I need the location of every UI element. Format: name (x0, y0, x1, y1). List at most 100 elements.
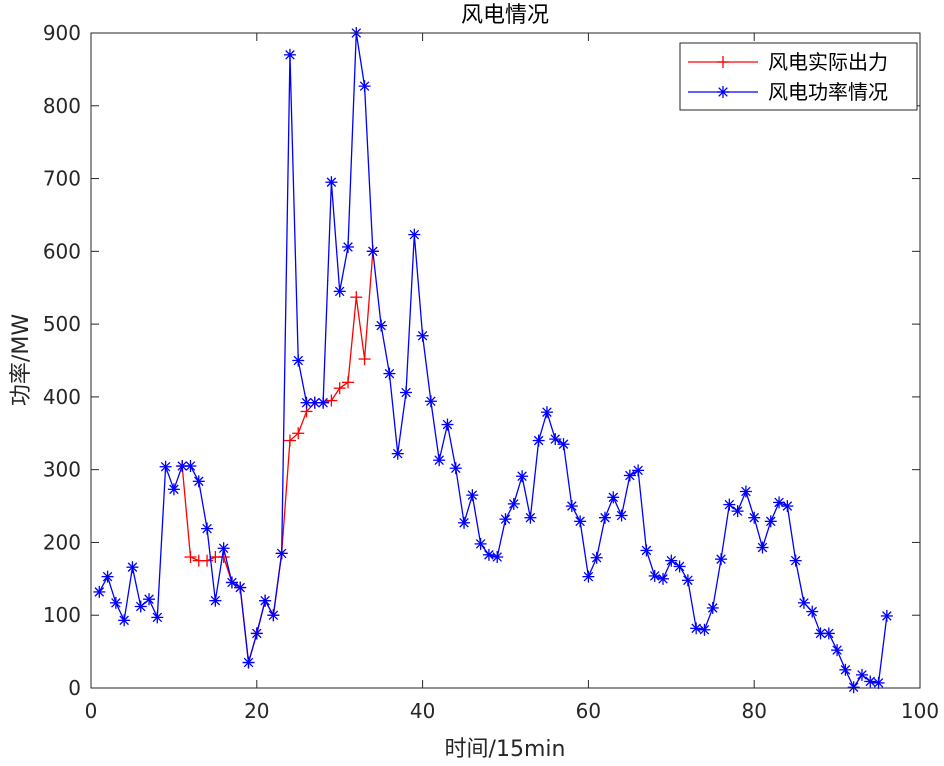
data-point (209, 594, 222, 607)
data-point (532, 434, 545, 447)
data-point (723, 498, 736, 511)
data-point (648, 569, 661, 582)
data-point (317, 396, 330, 409)
data-point (234, 581, 247, 594)
data-point (715, 553, 728, 566)
data-point (673, 560, 686, 573)
data-point (474, 537, 487, 550)
data-point (358, 353, 371, 366)
data-point (524, 511, 537, 524)
y-axis-ticks: 0 100 200 300 400 500 600 700 800 900 (43, 21, 920, 700)
y-tick-label: 300 (43, 458, 81, 482)
series-line (98, 32, 888, 688)
data-point (615, 509, 628, 522)
data-point (549, 433, 562, 446)
data-point (731, 505, 744, 518)
data-point (458, 516, 471, 529)
y-tick-label: 500 (43, 312, 81, 336)
data-point (400, 386, 413, 399)
data-point (690, 622, 703, 635)
data-point (118, 614, 131, 627)
series-layer (93, 27, 893, 694)
data-point (109, 596, 122, 609)
data-point (764, 515, 777, 528)
data-point (540, 406, 553, 419)
data-point (433, 454, 446, 467)
data-point (640, 544, 653, 557)
data-point (416, 329, 429, 342)
data-point (143, 593, 156, 606)
data-point (325, 176, 338, 189)
data-point (607, 491, 620, 504)
data-point (217, 542, 230, 555)
data-point (847, 681, 860, 694)
y-tick-label: 800 (43, 94, 81, 118)
x-axis-ticks: 0 20 40 60 80 100 (85, 33, 939, 723)
data-point (739, 485, 752, 498)
data-point (466, 489, 479, 502)
data-point (880, 609, 893, 622)
data-point (557, 438, 570, 451)
data-point (681, 574, 694, 587)
data-point (623, 469, 636, 482)
data-point (665, 554, 678, 567)
data-point (582, 570, 595, 583)
data-point (275, 547, 288, 560)
data-point (574, 515, 587, 528)
data-point (598, 511, 611, 524)
data-point (698, 623, 711, 636)
data-point (259, 594, 272, 607)
data-point (864, 675, 877, 688)
data-point (424, 395, 437, 408)
y-tick-label: 600 (43, 239, 81, 263)
x-tick-label: 0 (85, 699, 98, 723)
data-point (283, 434, 296, 447)
data-point (184, 551, 197, 563)
data-point (491, 551, 504, 563)
y-tick-label: 400 (43, 385, 81, 409)
data-point (789, 554, 802, 567)
axes-frame (90, 32, 921, 689)
data-point (482, 548, 495, 561)
data-point (350, 291, 363, 304)
legend-label: 风电实际出力 (768, 50, 888, 74)
data-point (151, 611, 164, 624)
data-point (449, 462, 462, 475)
y-tick-label: 700 (43, 167, 81, 191)
data-point (657, 572, 670, 585)
data-point (797, 596, 810, 609)
data-point (184, 460, 197, 473)
data-point (375, 319, 388, 332)
data-point (192, 475, 205, 488)
x-tick-label: 100 (901, 699, 939, 723)
y-axis-label: 功率/MW (9, 314, 34, 406)
y-tick-label: 900 (43, 21, 81, 45)
data-point (325, 394, 338, 407)
data-point (358, 80, 371, 93)
x-axis-label: 时间/15min (445, 737, 566, 762)
data-point (292, 427, 305, 440)
data-point (292, 354, 305, 367)
x-tick-label: 20 (244, 699, 269, 723)
data-point (822, 627, 835, 640)
data-point (333, 285, 346, 298)
data-point (101, 570, 114, 583)
plot-area (91, 33, 920, 688)
data-point (308, 396, 321, 409)
legend-label: 风电功率情况 (768, 80, 888, 104)
plot-background (91, 33, 920, 688)
data-point (706, 601, 719, 614)
chart-title: 风电情况 (461, 3, 549, 28)
data-point (590, 551, 603, 564)
data-point (159, 460, 172, 473)
data-point (391, 447, 404, 460)
data-point (167, 483, 180, 496)
data-point (831, 644, 844, 657)
legend-item: 风电实际出力 (688, 50, 888, 74)
data-point (267, 609, 280, 622)
data-point (717, 56, 729, 68)
data-point (250, 627, 263, 640)
data-point (341, 240, 354, 253)
